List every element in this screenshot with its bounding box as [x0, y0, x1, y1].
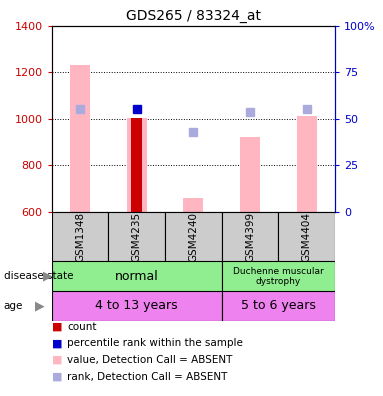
Bar [240, 137, 260, 212]
Bar [222, 261, 335, 291]
Bar [108, 212, 165, 261]
Text: age: age [4, 301, 23, 311]
Text: value, Detection Call = ABSENT: value, Detection Call = ABSENT [67, 355, 232, 365]
Text: rank, Detection Call = ABSENT: rank, Detection Call = ABSENT [67, 371, 228, 382]
Title: GDS265 / 83324_at: GDS265 / 83324_at [126, 10, 261, 23]
Text: Duchenne muscular
dystrophy: Duchenne muscular dystrophy [233, 267, 324, 286]
Text: disease state: disease state [4, 271, 73, 281]
Bar [222, 291, 335, 321]
Text: ■: ■ [52, 355, 62, 365]
Bar [165, 212, 222, 261]
Text: count: count [67, 322, 97, 332]
Text: ■: ■ [52, 322, 62, 332]
Text: ■: ■ [52, 371, 62, 382]
Text: ▶: ▶ [43, 270, 53, 283]
Text: 5 to 6 years: 5 to 6 years [241, 299, 316, 312]
Bar [52, 261, 222, 291]
Text: GSM4235: GSM4235 [132, 211, 142, 262]
Text: ■: ■ [52, 338, 62, 348]
Text: 4 to 13 years: 4 to 13 years [95, 299, 178, 312]
Bar [278, 212, 335, 261]
Bar [52, 291, 222, 321]
Bar [183, 198, 203, 212]
Bar [297, 116, 317, 212]
Text: GSM4404: GSM4404 [302, 211, 312, 262]
Bar [52, 212, 108, 261]
Bar [131, 118, 142, 212]
Text: normal: normal [115, 270, 159, 283]
Bar [222, 212, 278, 261]
Text: GSM4240: GSM4240 [188, 211, 198, 262]
Text: GSM4399: GSM4399 [245, 211, 255, 262]
Text: ▶: ▶ [35, 299, 45, 312]
Bar [127, 118, 147, 212]
Bar [70, 65, 90, 212]
Text: percentile rank within the sample: percentile rank within the sample [67, 338, 243, 348]
Text: GSM1348: GSM1348 [75, 211, 85, 262]
